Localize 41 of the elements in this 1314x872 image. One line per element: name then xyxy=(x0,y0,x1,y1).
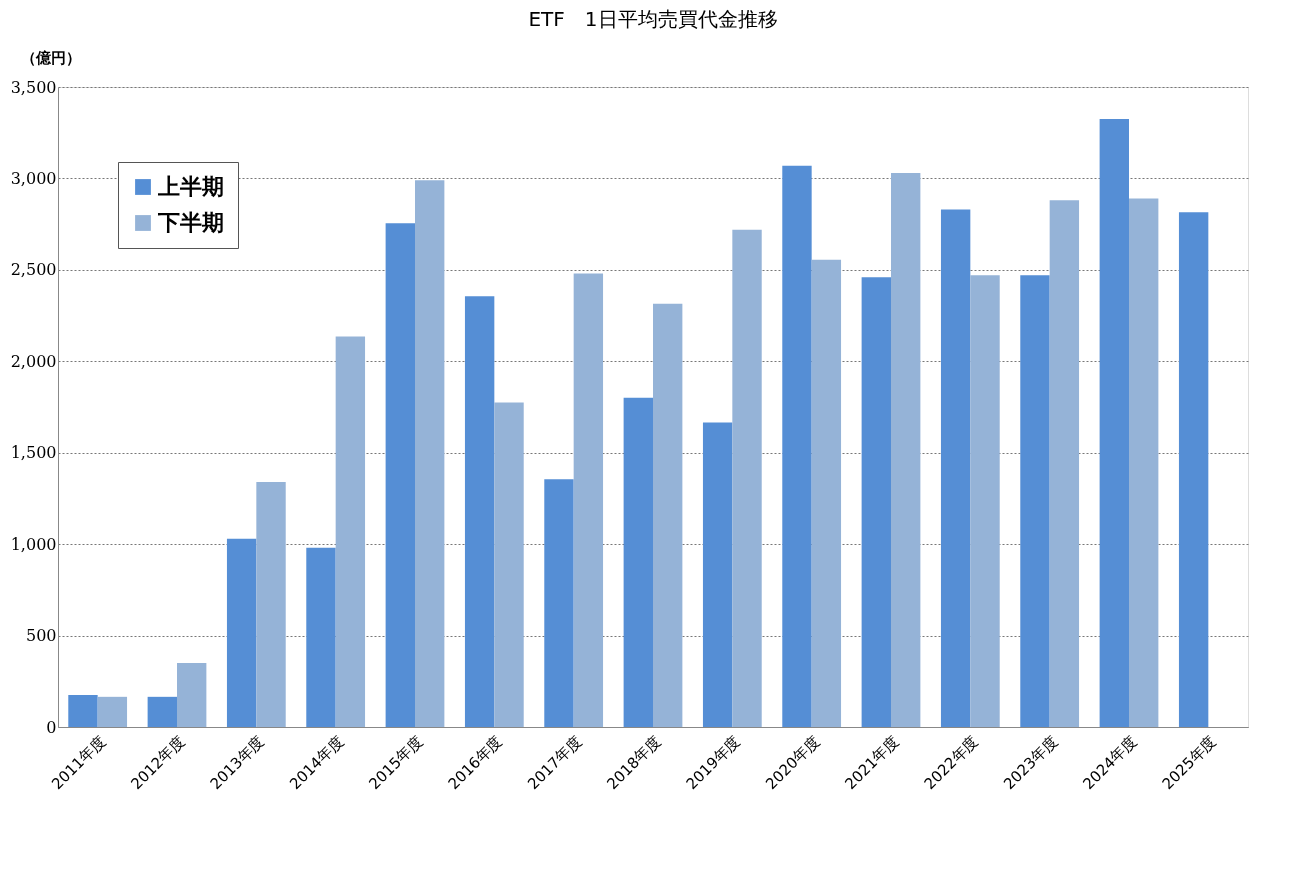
bar xyxy=(97,696,128,727)
bar xyxy=(415,180,445,727)
bar xyxy=(385,223,415,727)
y-axis-title: （億円） xyxy=(20,48,81,67)
bar xyxy=(1020,275,1050,727)
bar xyxy=(653,303,683,727)
y-tick-label: 2,500 xyxy=(10,260,57,280)
y-tick-label: 1,000 xyxy=(10,534,57,554)
y-tick-label: 3,000 xyxy=(10,168,57,188)
bar xyxy=(1099,119,1129,727)
legend-label: 下半期 xyxy=(157,210,224,235)
bar xyxy=(1049,200,1080,727)
bar xyxy=(732,229,762,727)
bar xyxy=(1178,212,1209,727)
y-tick-label: 3,500 xyxy=(10,77,57,97)
bar xyxy=(335,336,366,727)
bar xyxy=(1129,198,1159,727)
y-tick-label: 500 xyxy=(25,626,57,646)
bar xyxy=(544,479,574,727)
y-tick-label: 2,000 xyxy=(10,351,57,371)
legend-label: 上半期 xyxy=(157,174,224,199)
y-tick-label: 0 xyxy=(46,717,57,737)
bar xyxy=(623,397,653,727)
y-tick-label: 1,500 xyxy=(10,443,57,463)
bar xyxy=(256,481,286,727)
bar xyxy=(177,663,207,727)
bar xyxy=(970,275,1000,727)
bar xyxy=(891,172,921,727)
bar xyxy=(147,696,177,727)
bar xyxy=(68,695,98,727)
bar xyxy=(861,277,891,727)
bar xyxy=(702,422,733,727)
bar xyxy=(226,538,257,727)
bar xyxy=(494,402,524,727)
bar xyxy=(940,209,971,727)
bar xyxy=(306,547,336,727)
bar xyxy=(464,296,495,727)
bar xyxy=(811,259,842,727)
bar xyxy=(782,165,812,727)
bar xyxy=(573,273,604,727)
chart-title: ETF 1日平均売買代金推移 xyxy=(528,7,778,31)
